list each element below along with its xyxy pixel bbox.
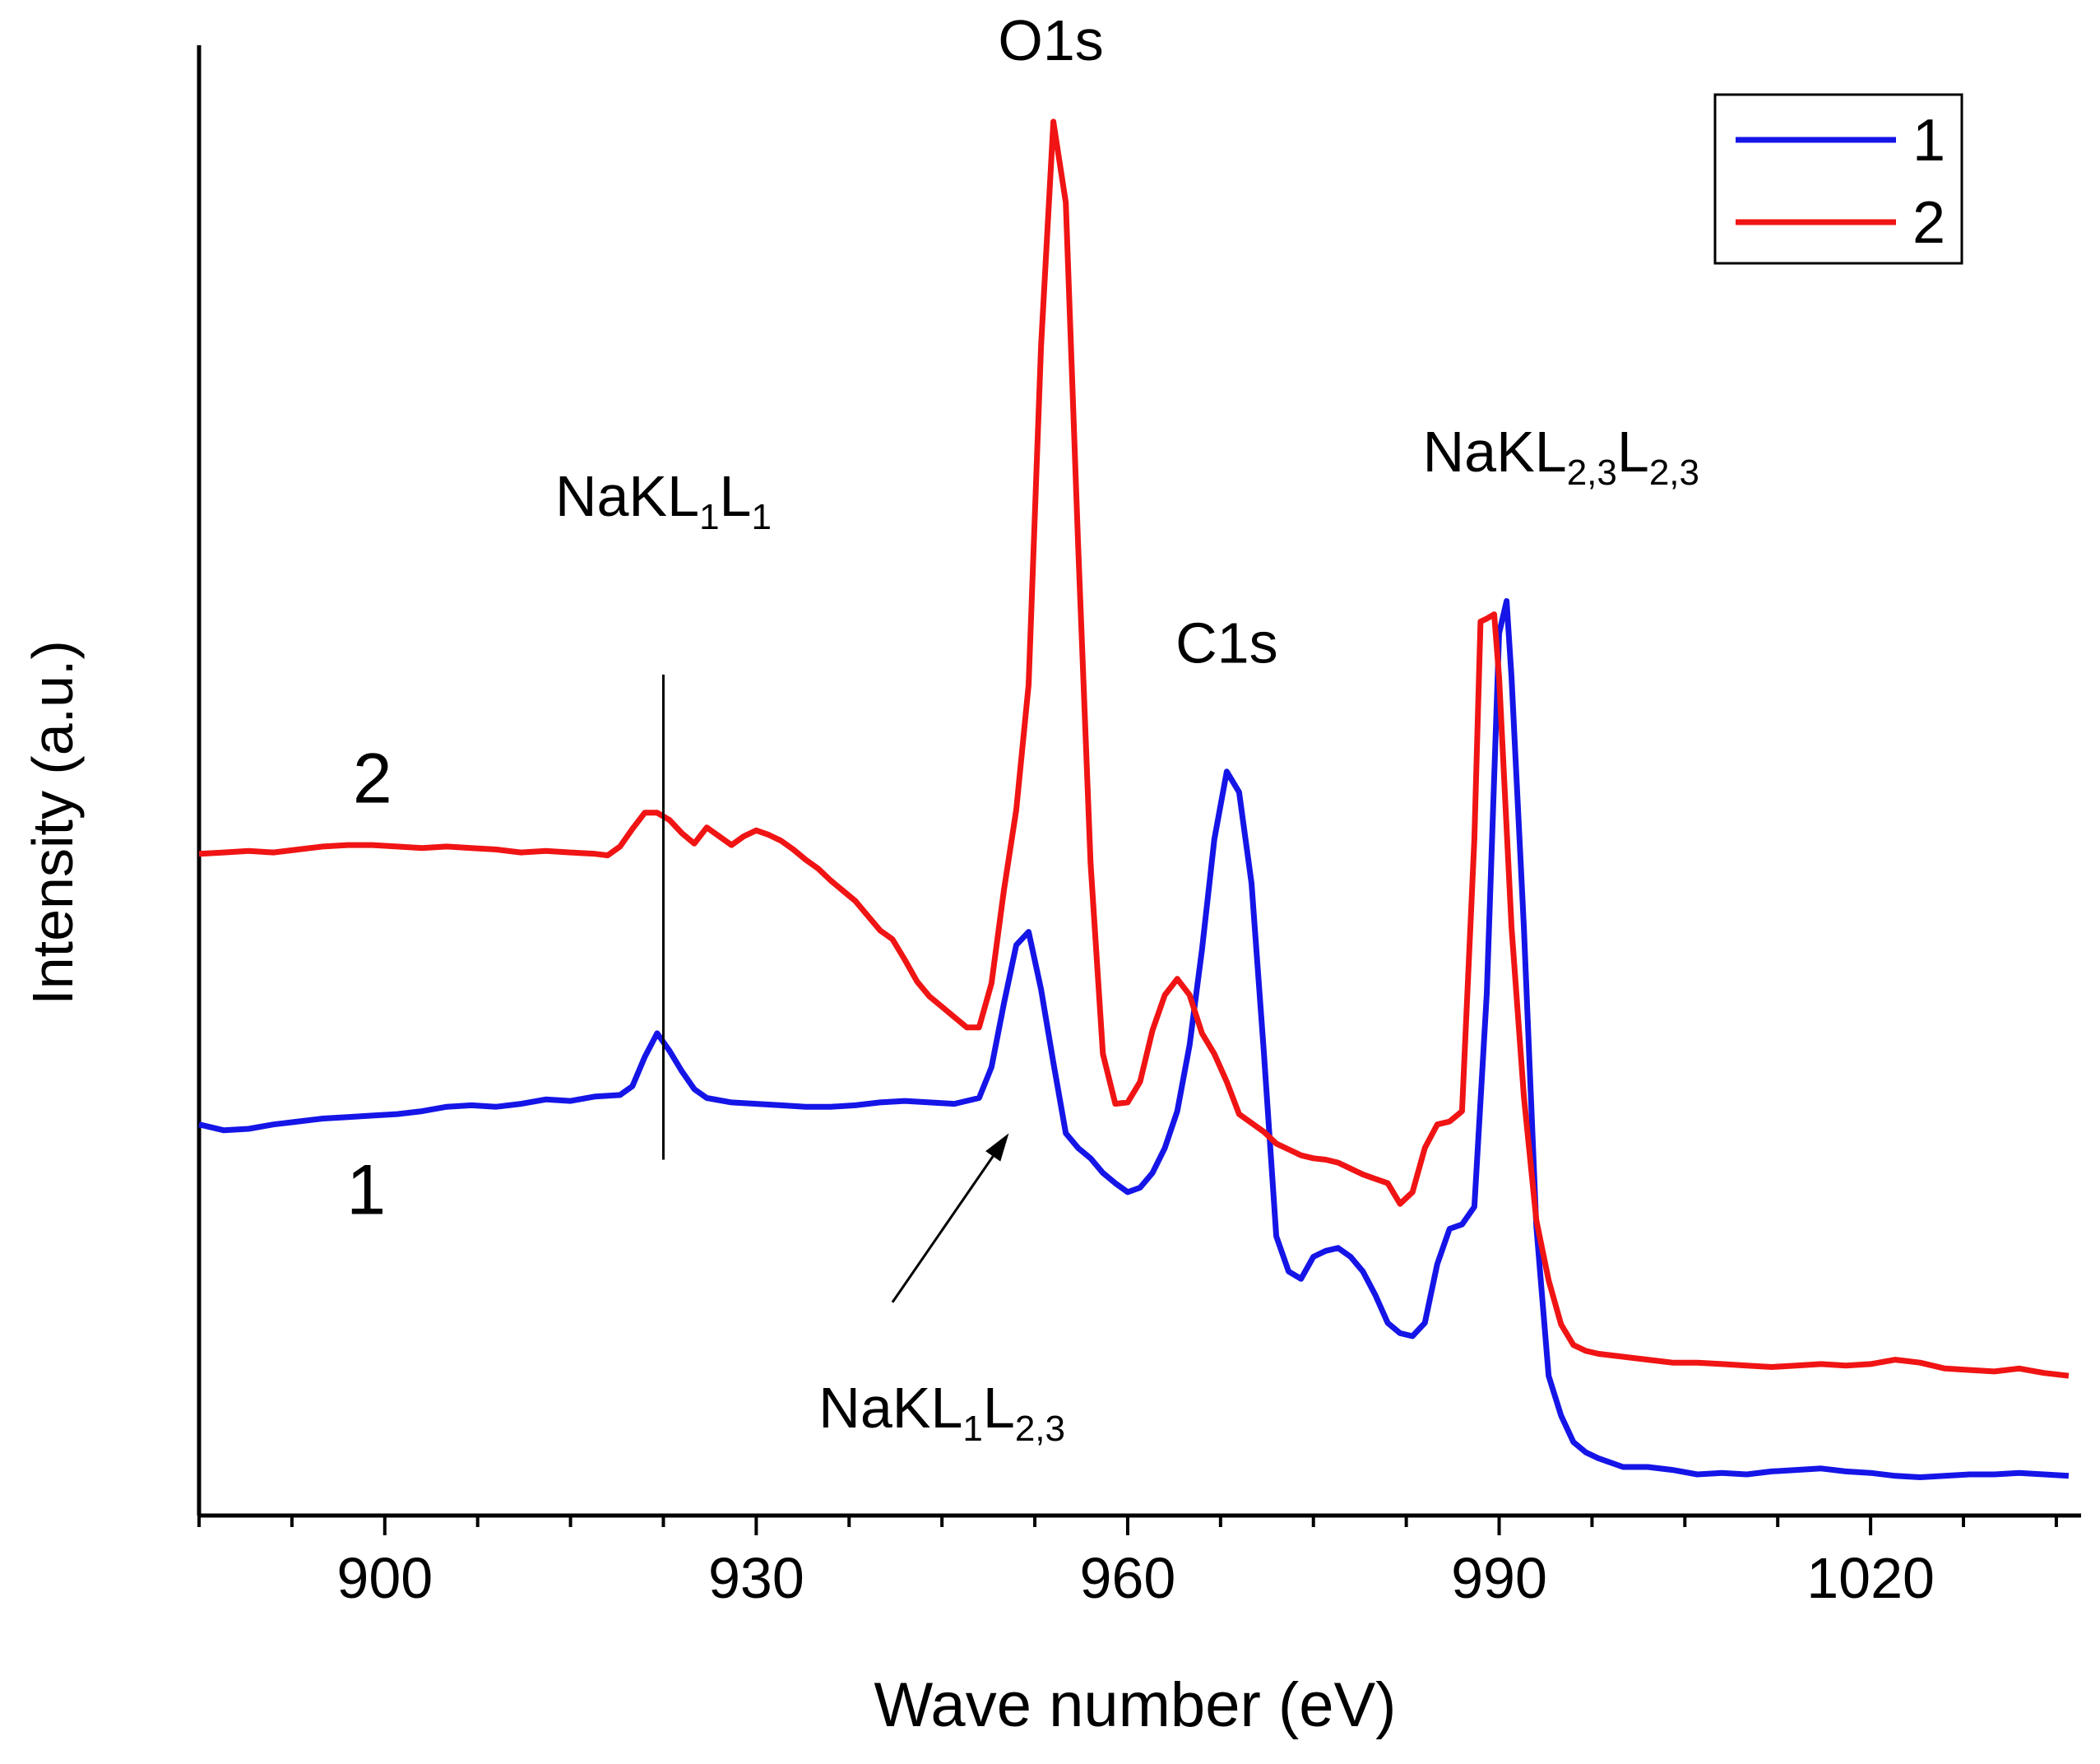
nakl1l1-base: NaKL — [555, 464, 699, 528]
nakl23l23-sub2: 2,3 — [1649, 453, 1699, 493]
x-tick-label: 990 — [1451, 1546, 1547, 1610]
curve-label-2: 2 — [353, 739, 392, 818]
nakl1l23-base: NaKL — [818, 1376, 962, 1440]
series-layer — [198, 118, 2070, 1480]
legend-box — [1713, 93, 1963, 265]
legend-label-2: 2 — [1912, 190, 1945, 256]
legend-label-1: 1 — [1912, 108, 1945, 174]
nakl1l1-label: NaKL1L1 — [555, 464, 772, 537]
nakl1l23-arrow-shaft — [891, 1155, 994, 1303]
nakl1l23-sub1: 1 — [962, 1409, 982, 1449]
annotation-nakl1l23: NaKL1L2,3 — [818, 1133, 1065, 1449]
x-ticks: 900 930 960 990 1020 — [197, 1516, 2058, 1610]
nakl1l23-arrowhead — [985, 1133, 1009, 1162]
x-tick-label: 930 — [708, 1546, 804, 1610]
nakl1l1-sub2: 1 — [751, 497, 771, 537]
annotation-nakl1l1: NaKL1L1 — [555, 464, 772, 1160]
nakl23l23-sub1: 2,3 — [1567, 453, 1617, 493]
nakl1l23-mid: L — [983, 1376, 1015, 1440]
c1s-label: C1s — [1175, 611, 1277, 675]
nakl23l23-mid: L — [1617, 420, 1649, 484]
nakl1l1-mid: L — [720, 464, 752, 528]
axes: 900 930 960 990 1020 — [197, 45, 2081, 1610]
x-tick-label: 1020 — [1806, 1546, 1935, 1610]
x-tick-label: 900 — [336, 1546, 433, 1610]
o1s-label: O1s — [998, 8, 1103, 72]
series-line-2 — [198, 118, 2070, 1379]
nakl23l23-base: NaKL — [1423, 420, 1567, 484]
legend: 1 2 — [1713, 93, 1963, 265]
curve-label-1: 1 — [346, 1151, 386, 1230]
x-tick-label: 960 — [1080, 1546, 1176, 1610]
x-axis-label: Wave number (eV) — [874, 1670, 1397, 1740]
nakl1l1-sub1: 1 — [699, 497, 719, 537]
y-axis-label: Intensity (a.u.) — [21, 640, 85, 1005]
nakl1l23-label: NaKL1L2,3 — [818, 1376, 1065, 1449]
nakl23l23-label: NaKL2,3L2,3 — [1423, 420, 1699, 493]
nakl1l23-sub2: 2,3 — [1015, 1409, 1065, 1449]
series-line-1 — [198, 598, 2070, 1480]
